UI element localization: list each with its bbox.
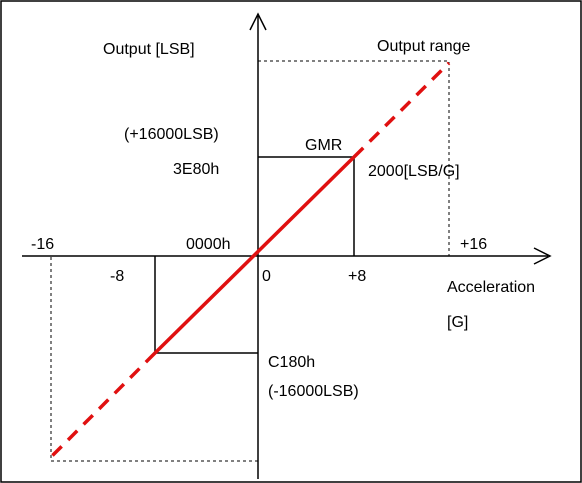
tick-label-zero: 0 [262, 268, 271, 285]
positive-hex-label: 3E80h [173, 161, 219, 178]
transfer-line-dashed-positive [352, 61, 451, 159]
gmr-label: GMR [305, 137, 342, 154]
negative-lsb-label: (-16000LSB) [268, 383, 359, 400]
x-axis-label-line2: [G] [447, 314, 468, 331]
x-axis-label-line1: Acceleration [447, 279, 535, 296]
output-range-guide-negative [50, 256, 258, 462]
y-axis-arrow-icon [249, 12, 267, 31]
tick-label-pos16: +16 [460, 236, 487, 253]
transfer-line-dashed-negative [49, 351, 157, 459]
tick-label-neg16: -16 [31, 236, 54, 253]
negative-hex-label: C180h [268, 354, 315, 371]
x-axis-arrow-icon [533, 247, 552, 265]
transfer-line-solid [153, 155, 356, 355]
y-axis-label: Output [LSB] [103, 41, 195, 58]
tick-label-neg8: -8 [110, 268, 124, 285]
zero-hex-label: 0000h [186, 236, 231, 253]
output-range-guide-positive [258, 60, 450, 256]
tick-label-pos8: +8 [348, 268, 366, 285]
positive-lsb-label: (+16000LSB) [124, 126, 219, 143]
output-range-label: Output range [377, 38, 471, 55]
sensitivity-label: 2000[LSB/G] [368, 163, 460, 180]
